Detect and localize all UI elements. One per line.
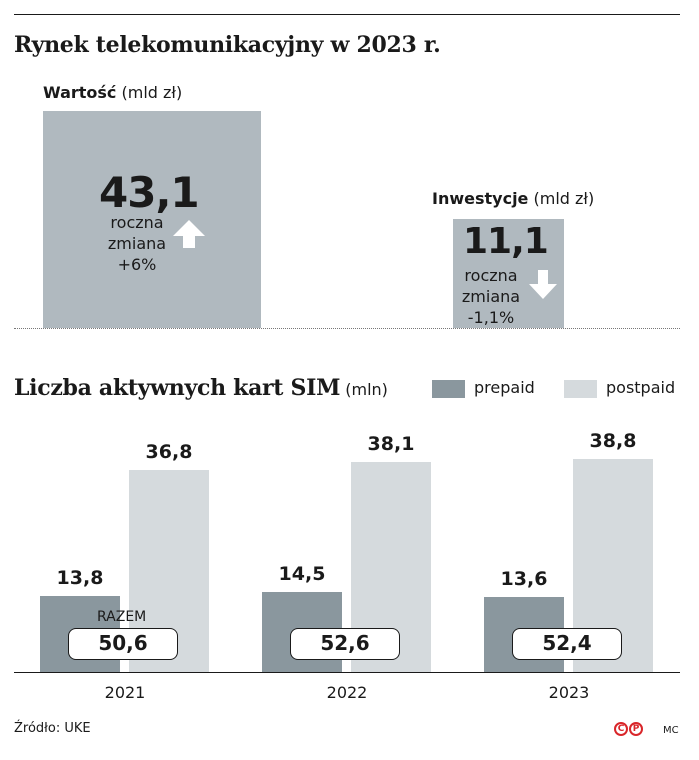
arrow-down-icon [529, 270, 557, 299]
invest-label-unit: (mld zł) [533, 189, 595, 208]
logo-p-icon: P [629, 722, 643, 736]
invest-label: Inwestycje (mld zł) [432, 189, 594, 208]
x-tick-2021: 2021 [104, 683, 146, 702]
value-box: 43,1 roczna zmiana +6% [43, 111, 261, 328]
publisher-logo: C P [614, 722, 643, 736]
value-label-prepaid-2023: 13,6 [500, 568, 548, 590]
legend-postpaid-label: postpaid [606, 378, 676, 397]
invest-number: 11,1 [463, 221, 549, 262]
page-title: Rynek telekomunikacyjny w 2023 r. [14, 32, 441, 58]
invest-box: 11,1 roczna zmiana -1,1% [453, 219, 564, 328]
invest-change-line2: zmiana [461, 287, 521, 306]
chart-title-unit: (mln) [345, 380, 388, 399]
value-label-postpaid-2021: 36,8 [145, 441, 193, 463]
value-change-value: +6% [117, 255, 157, 274]
legend-prepaid-swatch [432, 380, 465, 398]
value-label: Wartość (mld zł) [43, 83, 182, 102]
value-label-name: Wartość [43, 83, 117, 102]
x-tick-2023: 2023 [548, 683, 590, 702]
legend-postpaid-swatch [564, 380, 597, 398]
value-label-prepaid-2022: 14,5 [278, 563, 326, 585]
value-label-prepaid-2021: 13,8 [56, 567, 104, 589]
dotted-baseline [14, 328, 680, 329]
total-box-2021: 50,6 [68, 628, 178, 660]
top-rule [14, 14, 680, 15]
chart-title: Liczba aktywnych kart SIM (mln) [14, 375, 388, 401]
arrow-up-icon [173, 220, 205, 248]
value-label-unit: (mld zł) [121, 83, 183, 102]
total-box-2022: 52,6 [290, 628, 400, 660]
invest-change-value: -1,1% [467, 308, 515, 327]
value-label-postpaid-2023: 38,8 [589, 430, 637, 452]
chart-title-text: Liczba aktywnych kart SIM [14, 375, 341, 401]
value-change: roczna zmiana +6% [99, 212, 175, 275]
invest-change: roczna zmiana -1,1% [453, 265, 529, 328]
total-box-2023: 52,4 [512, 628, 622, 660]
value-label-postpaid-2022: 38,1 [367, 433, 415, 455]
legend-prepaid-label: prepaid [474, 378, 535, 397]
author-initials: MC [663, 725, 679, 736]
x-tick-2022: 2022 [326, 683, 368, 702]
value-number: 43,1 [99, 168, 200, 217]
value-change-line1: roczna [110, 213, 164, 232]
x-axis-baseline [14, 672, 680, 673]
value-change-line2: zmiana [107, 234, 167, 253]
invest-change-line1: roczna [464, 266, 518, 285]
totals-label: RAZEM [97, 609, 147, 625]
logo-c-icon: C [614, 722, 628, 736]
source-note: Źródło: UKE [14, 721, 91, 736]
invest-label-name: Inwestycje [432, 189, 529, 208]
